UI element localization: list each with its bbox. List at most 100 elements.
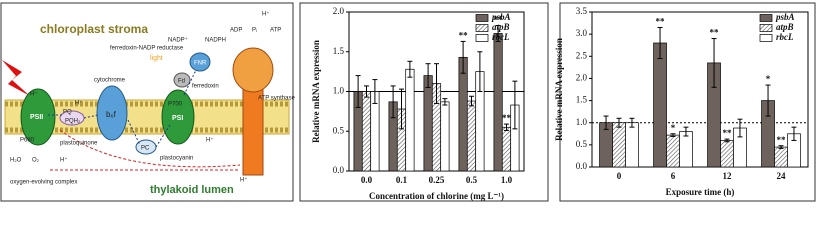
legend-label: atpB — [492, 22, 510, 32]
y-axis-label: Relative mRNA expression — [311, 40, 321, 143]
bar — [493, 33, 503, 172]
bar — [720, 140, 734, 168]
legend-swatch — [759, 34, 773, 42]
legend-label: rbcL — [492, 32, 510, 42]
legend-label: psbA — [491, 12, 511, 22]
label: FNR — [194, 61, 207, 67]
significance-label: ** — [502, 113, 512, 123]
label: ADP — [230, 28, 242, 34]
label: cytochrome — [94, 78, 126, 84]
y-tick-label: 0.5 — [333, 125, 345, 135]
label: NADP⁺ — [168, 37, 188, 44]
bar — [361, 91, 372, 172]
psii-shape — [20, 88, 56, 146]
x-tick-label: 6 — [671, 171, 676, 181]
y-tick-label: 1.5 — [333, 46, 345, 56]
label: O₂ — [32, 158, 40, 164]
diagram: chloroplast stroma thylakoid lumen PSII … — [0, 2, 295, 202]
x-axis-label: Exposure time (h) — [666, 187, 735, 197]
x-tick-label: 0.25 — [429, 175, 445, 185]
bar — [501, 126, 512, 172]
significance-label: ** — [459, 30, 469, 40]
label: Fd — [178, 79, 185, 85]
y-tick-label: 2.0 — [333, 6, 345, 16]
legend-label: atpB — [776, 22, 794, 32]
label: plastoquinone — [60, 141, 98, 147]
fnr-shape — [189, 52, 211, 72]
label: H⁺ — [60, 157, 68, 164]
y-tick-label: 2.5 — [576, 50, 588, 60]
x-tick-label: 24 — [777, 171, 787, 181]
label: H⁺ — [75, 100, 83, 107]
y-tick-label: 1.0 — [333, 86, 345, 96]
label: oxygen-evolving complex — [10, 180, 77, 186]
label: PQ — [63, 110, 72, 116]
label: H⁺ — [30, 91, 38, 98]
significance-label: ** — [723, 128, 733, 138]
plot-frame — [591, 11, 809, 168]
legend-label: psbA — [775, 12, 795, 22]
label: chloroplast stroma — [40, 22, 148, 36]
label: b₆f — [106, 110, 117, 119]
y-tick-label: 3.0 — [576, 28, 588, 38]
label: H⁺ — [262, 11, 270, 18]
label: plastocyanin — [160, 156, 193, 162]
bar — [625, 122, 639, 168]
legend-swatch — [475, 14, 489, 22]
bar — [458, 56, 468, 172]
y-tick-label: 2.0 — [576, 72, 588, 82]
significance-label: ** — [777, 135, 787, 145]
bar — [405, 68, 415, 172]
y-tick-label: 3.5 — [576, 6, 588, 16]
significance-label: ** — [656, 17, 666, 27]
proton-path — [59, 129, 241, 168]
significance-label: * — [671, 123, 676, 133]
y-tick-label: 1.0 — [576, 117, 588, 127]
atp-synthase-head — [232, 47, 274, 93]
x-tick-label: 0.0 — [361, 175, 373, 185]
label: PC — [141, 146, 150, 152]
cytochrome-shape — [96, 85, 128, 141]
legend-swatch — [475, 34, 489, 42]
bar — [774, 146, 788, 168]
significance-label: ** — [710, 28, 720, 38]
legend-swatch — [759, 24, 773, 32]
bar — [423, 75, 433, 172]
bar — [466, 100, 477, 172]
chart-frame — [299, 2, 549, 202]
label: PQH₂ — [65, 119, 81, 125]
x-tick-label: 0.1 — [396, 175, 408, 185]
x-tick-label: 0.5 — [466, 175, 478, 185]
significance-label: * — [766, 74, 771, 84]
legend-label: rbcL — [776, 32, 794, 42]
bar — [440, 101, 450, 172]
label: ferredoxin-NADP reductase — [110, 46, 184, 52]
x-axis-label: Concentration of chlorine (mg L⁻¹) — [369, 191, 504, 201]
bar — [666, 134, 680, 168]
label: PSII — [30, 114, 43, 121]
fd-shape — [173, 72, 191, 88]
label: ferredoxin — [192, 84, 219, 90]
label: ATP synthase — [258, 96, 295, 102]
x-tick-label: 1.0 — [501, 175, 513, 185]
significance-label: ** — [494, 15, 504, 25]
bar — [679, 131, 693, 168]
legend-swatch — [759, 14, 773, 22]
bar — [612, 122, 626, 168]
y-tick-label: 1.5 — [576, 95, 588, 105]
electron-path — [48, 69, 197, 148]
label: NADPH — [205, 38, 226, 44]
y-tick-label: 0.0 — [576, 161, 588, 171]
x-tick-label: 12 — [723, 171, 733, 181]
psi-shape — [161, 89, 195, 145]
label: H⁺ — [240, 177, 248, 184]
label: H₂O — [10, 158, 22, 164]
label: ATP — [270, 28, 281, 34]
x-tick-label: 0 — [617, 171, 622, 181]
label: P700 — [168, 102, 183, 108]
label: Pᵢ — [252, 28, 257, 34]
label: PSI — [172, 115, 183, 122]
y-tick-label: 0.0 — [333, 165, 345, 175]
y-tick-label: 0.5 — [576, 139, 588, 149]
y-axis-label: Relative mRNA expression — [554, 38, 564, 141]
